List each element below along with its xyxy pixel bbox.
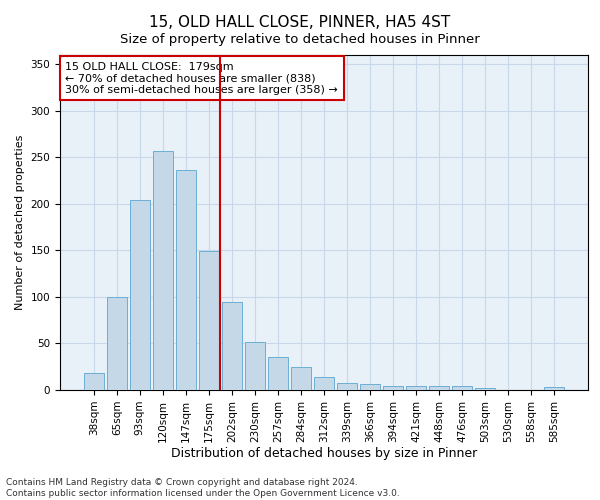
Bar [314,377,334,390]
Bar [383,386,403,390]
Bar [222,302,242,390]
Text: 15 OLD HALL CLOSE:  179sqm
← 70% of detached houses are smaller (838)
30% of sem: 15 OLD HALL CLOSE: 179sqm ← 70% of detac… [65,62,338,95]
Bar [544,387,564,390]
Bar [245,342,265,390]
Bar [153,151,173,390]
Bar [199,252,218,390]
Text: Contains HM Land Registry data © Crown copyright and database right 2024.
Contai: Contains HM Land Registry data © Crown c… [6,478,400,498]
Bar [268,358,288,390]
Bar [107,297,127,390]
Bar [84,373,104,390]
Bar [430,386,449,390]
Bar [130,200,149,390]
Bar [452,386,472,390]
Text: Size of property relative to detached houses in Pinner: Size of property relative to detached ho… [120,32,480,46]
Bar [406,386,426,390]
Bar [291,366,311,390]
Bar [176,170,196,390]
Bar [360,384,380,390]
Bar [337,382,357,390]
Y-axis label: Number of detached properties: Number of detached properties [15,135,25,310]
X-axis label: Distribution of detached houses by size in Pinner: Distribution of detached houses by size … [171,448,477,460]
Text: 15, OLD HALL CLOSE, PINNER, HA5 4ST: 15, OLD HALL CLOSE, PINNER, HA5 4ST [149,15,451,30]
Bar [475,388,495,390]
